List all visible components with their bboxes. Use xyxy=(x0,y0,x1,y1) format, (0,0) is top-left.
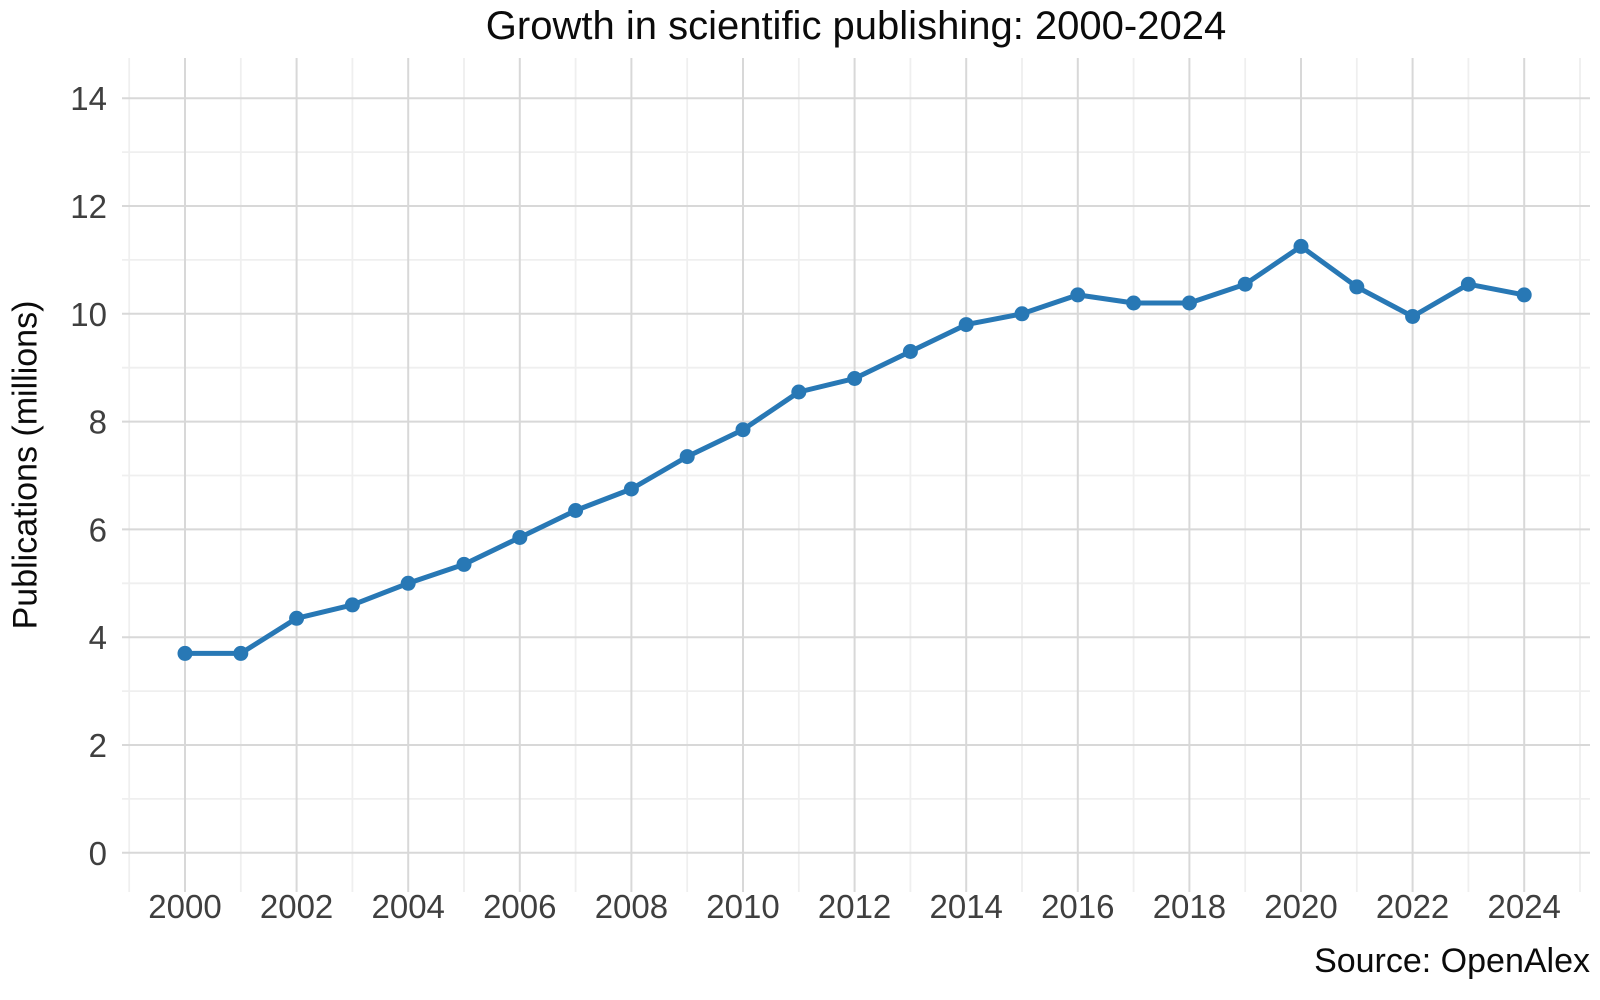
data-point xyxy=(847,371,863,386)
data-point xyxy=(289,610,305,626)
x-tick-label: 2006 xyxy=(483,888,556,925)
x-tick-label: 2012 xyxy=(818,888,891,925)
x-tick-label: 2000 xyxy=(148,888,221,925)
data-point xyxy=(1126,295,1142,311)
x-tick-label: 2008 xyxy=(595,888,668,925)
data-point xyxy=(1014,306,1030,322)
data-point xyxy=(344,597,360,613)
x-tick-label: 2002 xyxy=(260,888,333,925)
y-tick-label: 0 xyxy=(89,835,107,872)
x-tick-label: 2024 xyxy=(1487,888,1560,925)
data-point xyxy=(1516,287,1532,303)
data-point xyxy=(623,481,639,497)
data-point xyxy=(1237,276,1253,292)
data-point xyxy=(512,530,528,545)
data-point xyxy=(958,317,974,333)
y-tick-label: 6 xyxy=(89,511,107,548)
data-point xyxy=(902,344,918,359)
x-tick-label: 2018 xyxy=(1153,888,1226,925)
data-point xyxy=(1293,238,1309,254)
data-point xyxy=(456,556,472,572)
x-tick-label: 2004 xyxy=(371,888,444,925)
data-point xyxy=(568,503,584,518)
y-tick-label: 8 xyxy=(89,404,107,441)
data-point xyxy=(735,422,751,438)
y-tick-label: 12 xyxy=(70,188,107,225)
y-tick-label: 2 xyxy=(89,727,107,764)
y-tick-label: 10 xyxy=(70,296,107,333)
y-axis-title: Publications (millions) xyxy=(6,300,45,630)
x-tick-label: 2010 xyxy=(706,888,779,925)
y-tick-label: 4 xyxy=(89,619,107,656)
data-point xyxy=(1405,309,1421,324)
data-point xyxy=(1460,276,1476,292)
data-point xyxy=(1349,279,1365,295)
y-tick-label: 14 xyxy=(70,80,107,117)
data-point xyxy=(233,645,249,661)
data-point xyxy=(791,384,807,400)
x-tick-label: 2022 xyxy=(1376,888,1449,925)
data-point xyxy=(400,575,416,591)
chart-title: Growth in scientific publishing: 2000-20… xyxy=(485,4,1227,48)
data-point xyxy=(1181,295,1197,311)
data-point xyxy=(177,645,193,661)
x-tick-label: 2014 xyxy=(929,888,1002,925)
x-tick-label: 2016 xyxy=(1041,888,1114,925)
source-caption: Source: OpenAlex xyxy=(1314,942,1590,980)
data-point xyxy=(679,449,695,465)
data-point xyxy=(1070,287,1086,303)
x-tick-label: 2020 xyxy=(1264,888,1337,925)
